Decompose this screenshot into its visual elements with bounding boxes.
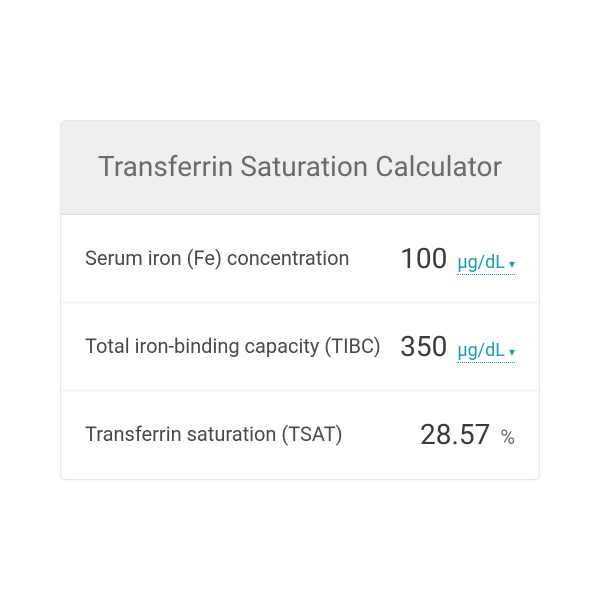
value-tibc[interactable]: 350 [400,330,447,363]
calculator-card: Transferrin Saturation Calculator Serum … [60,120,540,479]
label-serum-iron: Serum iron (Fe) concentration [85,245,400,272]
input-row-tibc: Total iron-binding capacity (TIBC) 350 µ… [61,303,539,391]
chevron-down-icon: ▾ [509,257,515,271]
input-row-serum-iron: Serum iron (Fe) concentration 100 µg/dL … [61,215,539,303]
label-tibc: Total iron-binding capacity (TIBC) [85,333,400,360]
value-tsat: 28.57 [420,418,490,451]
label-tsat: Transferrin saturation (TSAT) [85,421,420,448]
unit-text-serum-iron: µg/dL [457,252,505,273]
value-serum-iron[interactable]: 100 [400,242,447,275]
unit-text-tibc: µg/dL [457,340,505,361]
value-wrap-serum-iron: 100 µg/dL ▾ [400,242,515,275]
calculator-header: Transferrin Saturation Calculator [61,121,539,214]
calculator-title: Transferrin Saturation Calculator [81,149,519,185]
value-wrap-tsat: 28.57 % [420,418,515,451]
unit-text-tsat: % [500,425,515,449]
chevron-down-icon: ▾ [509,345,515,359]
unit-select-tibc[interactable]: µg/dL ▾ [457,340,515,363]
value-wrap-tibc: 350 µg/dL ▾ [400,330,515,363]
output-row-tsat: Transferrin saturation (TSAT) 28.57 % [61,391,539,479]
unit-select-serum-iron[interactable]: µg/dL ▾ [457,252,515,275]
